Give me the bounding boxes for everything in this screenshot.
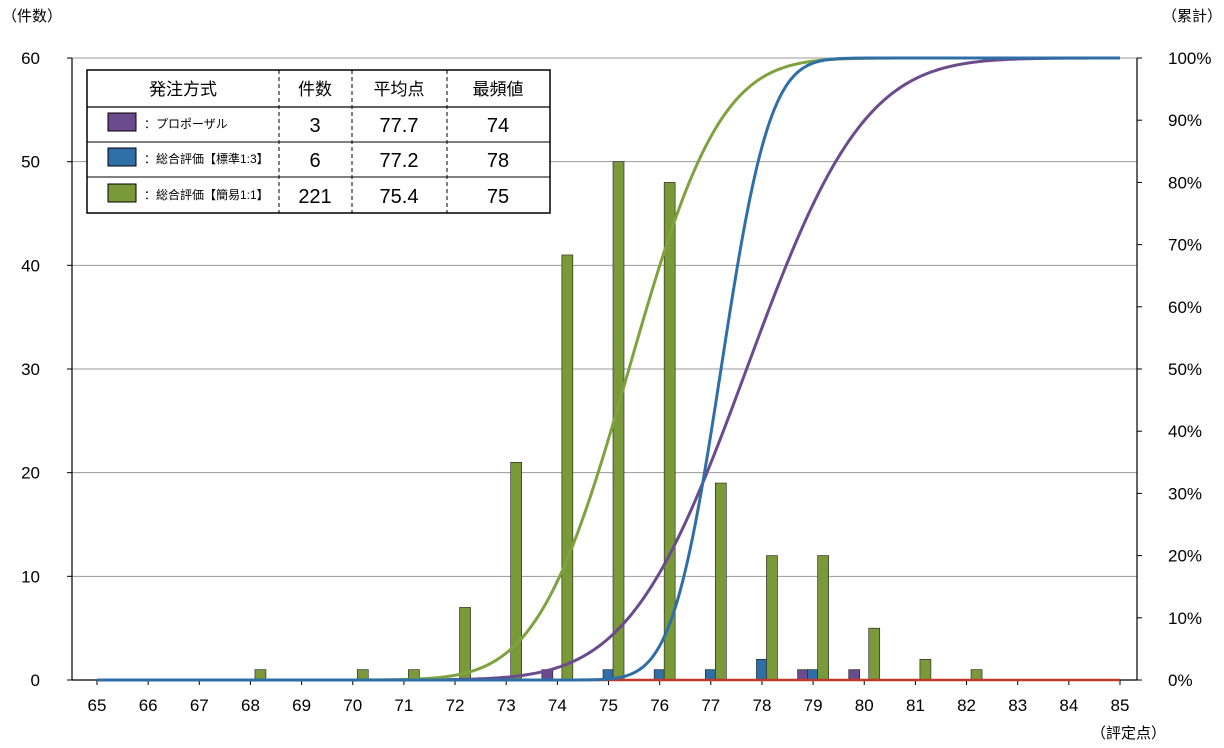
legend-mode-proposal: 74 — [487, 115, 509, 137]
y-tick-label: 30 — [21, 360, 40, 379]
y-tick-label: 60 — [21, 49, 40, 68]
x-tick-label: 67 — [190, 696, 209, 715]
y2-tick-label: 70% — [1168, 236, 1202, 255]
legend-count-proposal: 3 — [309, 115, 320, 137]
y2-tick-label: 60% — [1168, 298, 1202, 317]
bar-simple — [663, 182, 676, 681]
x-tick-label: 71 — [394, 696, 413, 715]
x-tick-label: 70 — [343, 696, 362, 715]
legend-header-mean: 平均点 — [374, 80, 425, 99]
right-axis-title: （累計） — [1162, 8, 1222, 25]
x-tick-label: 66 — [139, 696, 158, 715]
legend-swatch-proposal — [107, 112, 137, 132]
x-tick-label: 80 — [855, 696, 874, 715]
y2-tick-label: 100% — [1168, 49, 1211, 68]
x-tick-label: 68 — [241, 696, 260, 715]
x-tick-label: 76 — [650, 696, 669, 715]
bar-proposal — [797, 669, 809, 681]
bar-standard — [653, 669, 666, 681]
y-tick-label: 40 — [21, 256, 40, 275]
legend-label-standard: ：総合評価【標準1:3】 — [144, 151, 269, 166]
legend-label-simple: ：総合評価【簡易1:1】 — [144, 187, 269, 202]
legend-header-method: 発注方式 — [149, 80, 217, 99]
y2-tick-label: 40% — [1168, 422, 1202, 441]
cumulative-curves — [97, 56, 1120, 682]
x-tick-label: 82 — [957, 696, 976, 715]
cumulative-curve-standard — [97, 56, 1120, 682]
bar-simple — [714, 482, 727, 681]
y2-tick-label: 10% — [1168, 609, 1202, 628]
legend-table: 発注方式 件数 平均点 最頻値 ：プロポーザル 3 77.7 74 ：総合評価【… — [86, 69, 551, 214]
left-axis-title: （件数） — [2, 8, 62, 25]
y-tick-label: 20 — [21, 464, 40, 483]
bar-simple — [817, 555, 829, 681]
bar-simple — [766, 555, 778, 681]
x-tick-label: 85 — [1111, 696, 1130, 715]
bars — [254, 161, 983, 681]
x-tick-label: 75 — [599, 696, 618, 715]
x-tick-label: 81 — [906, 696, 925, 715]
x-tick-label: 84 — [1059, 696, 1078, 715]
bar-simple — [919, 658, 932, 681]
bar-simple — [970, 669, 983, 681]
bar-simple — [459, 607, 471, 681]
x-tick-label: 74 — [548, 696, 567, 715]
legend-mean-standard: 77.2 — [380, 150, 419, 172]
bar-standard — [756, 658, 768, 681]
y2-tick-label: 20% — [1168, 547, 1202, 566]
legend-mean-simple: 75.4 — [380, 186, 419, 208]
x-tick-label: 79 — [804, 696, 823, 715]
x-tick-label: 83 — [1008, 696, 1027, 715]
x-tick-label: 77 — [701, 696, 720, 715]
legend-swatch-standard — [107, 147, 137, 167]
y-tick-label: 0 — [31, 671, 40, 690]
bar-simple — [561, 254, 574, 681]
legend-header-mode: 最頻値 — [473, 80, 524, 99]
x-tick-label: 78 — [752, 696, 771, 715]
bar-standard — [704, 669, 717, 681]
y2-tick-label: 80% — [1168, 173, 1202, 192]
y2-tick-label: 90% — [1168, 111, 1202, 130]
y-tick-label: 50 — [21, 153, 40, 172]
legend-count-simple: 221 — [298, 186, 331, 208]
x-tick-label: 72 — [446, 696, 465, 715]
y-tick-label: 10 — [21, 567, 40, 586]
y2-tick-label: 50% — [1168, 360, 1202, 379]
y2-tick-label: 0% — [1168, 671, 1193, 690]
bar-simple — [254, 669, 267, 681]
legend-header-count: 件数 — [298, 80, 332, 99]
bar-standard — [807, 669, 819, 681]
x-tick-label: 65 — [88, 696, 107, 715]
bar-proposal — [848, 669, 861, 681]
legend-mean-proposal: 77.7 — [380, 115, 419, 137]
tick-labels: 0 10 20 30 40 50 60 0% 10% 20% 30% 40% 50% 60% 70% 80% 9… — [21, 49, 1211, 715]
x-tick-label: 73 — [497, 696, 516, 715]
legend-count-standard: 6 — [309, 150, 320, 172]
legend-label-proposal: ：プロポーザル — [144, 117, 228, 131]
legend-mode-simple: 75 — [487, 186, 509, 208]
bar-simple — [868, 627, 881, 681]
y2-tick-label: 30% — [1168, 484, 1202, 503]
x-tick-label: 69 — [292, 696, 311, 715]
legend-mode-standard: 78 — [487, 150, 509, 172]
legend-swatch-simple — [107, 183, 137, 203]
x-axis-title: （評定点） — [1091, 725, 1166, 742]
